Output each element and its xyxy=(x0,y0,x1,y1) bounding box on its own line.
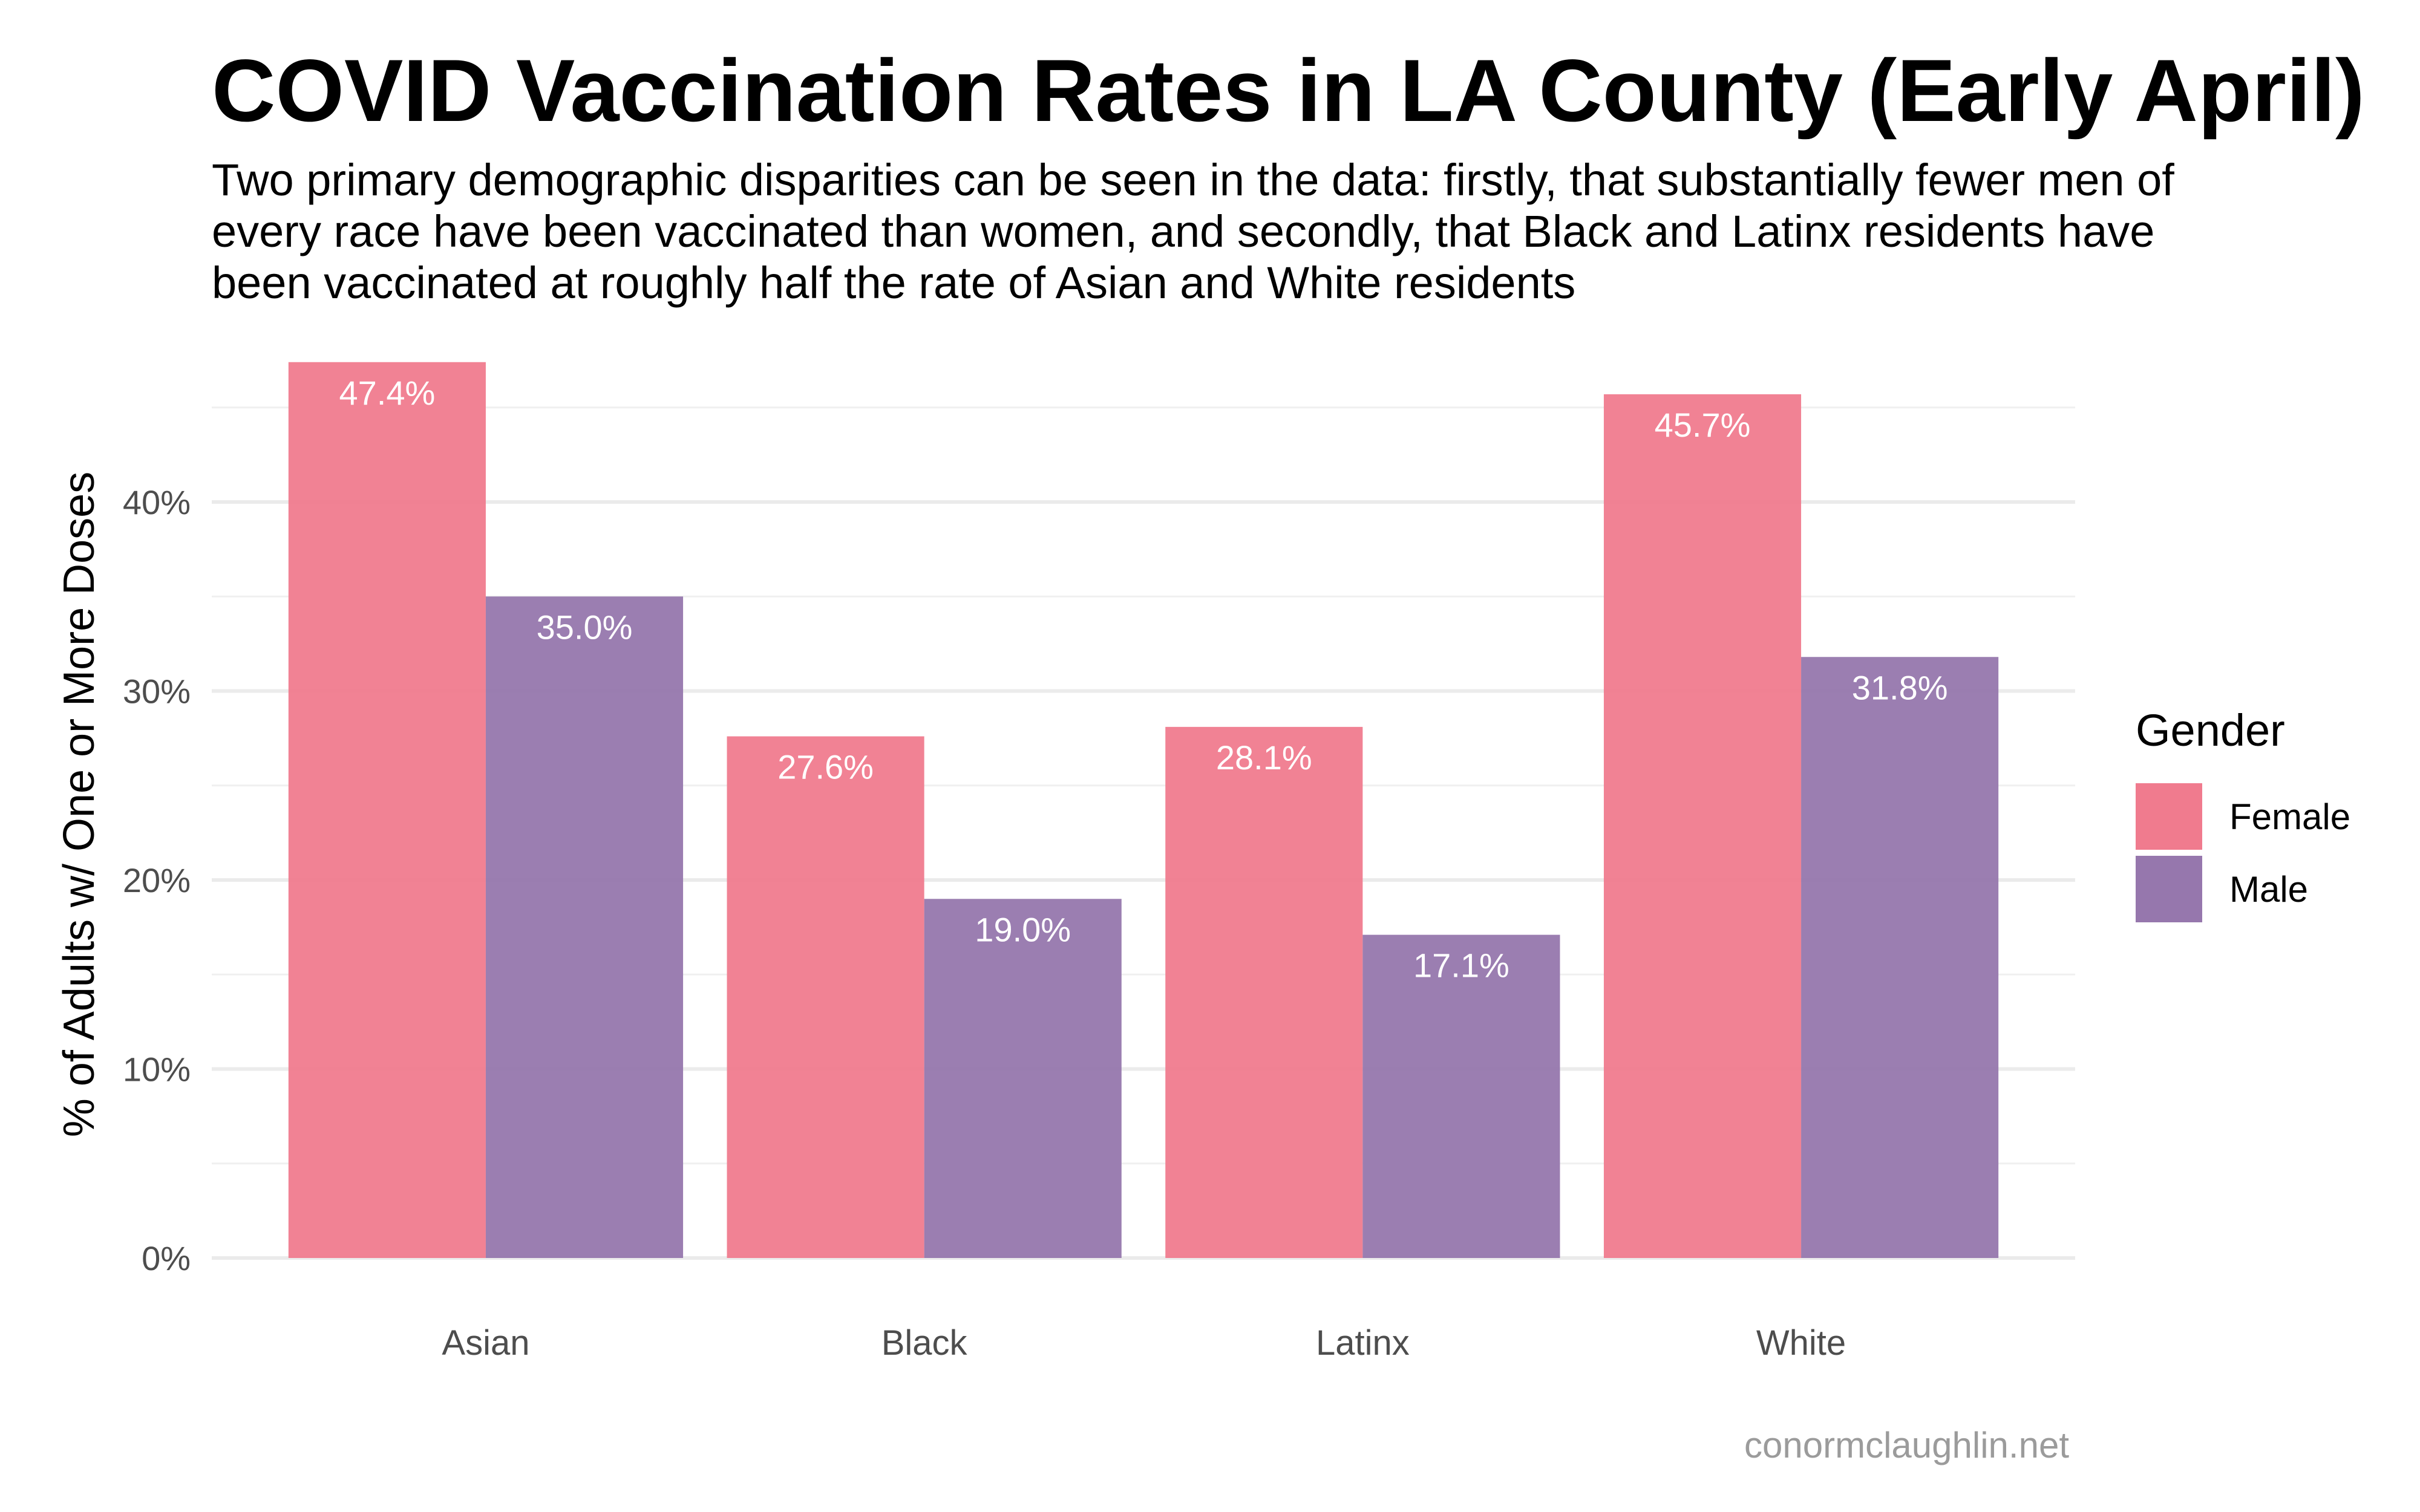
legend-item-male: Male xyxy=(2136,853,2350,925)
chart-title: COVID Vaccination Rates in LA County (Ea… xyxy=(212,41,2365,140)
legend-item-female: Female xyxy=(2136,780,2350,853)
bar-male-latinx xyxy=(1362,934,1560,1258)
bar-female-asian xyxy=(288,362,486,1258)
x-tick-label: Asian xyxy=(442,1323,529,1363)
x-tick-label: Black xyxy=(881,1323,968,1363)
bar-male-white xyxy=(1801,657,1999,1258)
y-axis-label: % of Adults w/ One or More Doses xyxy=(55,472,103,1137)
y-tick-label: 40% xyxy=(123,483,191,521)
legend-key-female xyxy=(2136,783,2202,850)
y-tick-label: 0% xyxy=(142,1239,191,1277)
x-tick-label: Latinx xyxy=(1316,1323,1410,1363)
x-tick-label: White xyxy=(1756,1323,1846,1363)
bar-female-white xyxy=(1603,394,1802,1258)
data-label: 28.1% xyxy=(1216,738,1312,777)
chart-subtitle: Two primary demographic disparities can … xyxy=(212,155,2174,308)
data-label: 27.6% xyxy=(777,748,874,786)
data-label: 47.4% xyxy=(339,374,435,412)
bar-male-asian xyxy=(485,596,684,1258)
y-tick-label: 20% xyxy=(123,861,191,899)
legend-label-male: Male xyxy=(2229,868,2309,910)
data-label: 45.7% xyxy=(1655,406,1751,444)
data-label: 31.8% xyxy=(1852,668,1948,706)
bar-female-black xyxy=(727,736,924,1258)
legend-title: Gender xyxy=(2136,705,2285,755)
y-tick-label: 10% xyxy=(123,1051,191,1089)
legend: Gender Female Male xyxy=(2136,705,2350,925)
legend-label-female: Female xyxy=(2229,796,2351,837)
bar-male-black xyxy=(924,899,1122,1258)
y-tick-label: 30% xyxy=(123,673,191,711)
data-label: 17.1% xyxy=(1413,947,1509,985)
data-label: 19.0% xyxy=(975,910,1071,948)
bar-female-latinx xyxy=(1165,726,1363,1258)
data-label: 35.0% xyxy=(537,608,633,646)
legend-key-male xyxy=(2136,856,2202,922)
source-caption: conormclaughlin.net xyxy=(1744,1425,2069,1465)
